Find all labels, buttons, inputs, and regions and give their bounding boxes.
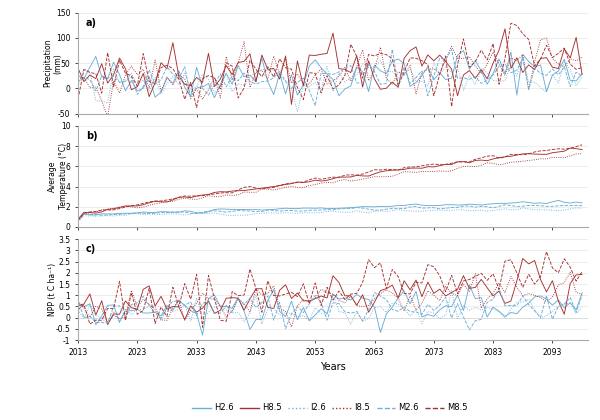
Y-axis label: NPP (t C ha⁻¹): NPP (t C ha⁻¹)	[48, 263, 57, 316]
X-axis label: Years: Years	[320, 362, 346, 373]
Y-axis label: Average
Temperature (°C): Average Temperature (°C)	[48, 143, 68, 210]
Y-axis label: Precipitation
(mm): Precipitation (mm)	[43, 39, 63, 87]
Text: a): a)	[86, 18, 97, 28]
Legend: H2.6, H8.5, I2.6, I8.5, M2.6, M8.5: H2.6, H8.5, I2.6, I8.5, M2.6, M8.5	[189, 400, 471, 416]
Text: b): b)	[86, 131, 97, 141]
Text: c): c)	[86, 244, 96, 254]
